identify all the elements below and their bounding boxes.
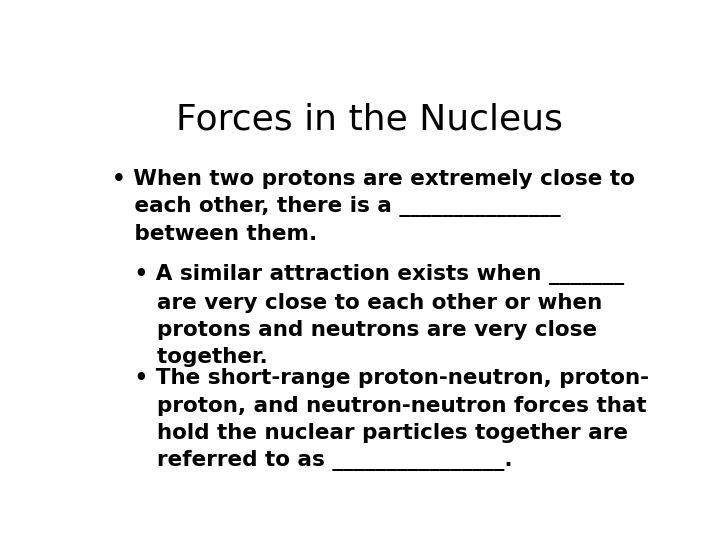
- Text: • The short-range proton-neutron, proton-
      proton, and neutron-neutron forc: • The short-range proton-neutron, proton…: [112, 368, 649, 471]
- Text: • When two protons are extremely close to
   each other, there is a ____________: • When two protons are extremely close t…: [112, 168, 635, 244]
- Text: • A similar attraction exists when _______
      are very close to each other or: • A similar attraction exists when _____…: [112, 265, 624, 367]
- Text: Forces in the Nucleus: Forces in the Nucleus: [176, 102, 562, 136]
